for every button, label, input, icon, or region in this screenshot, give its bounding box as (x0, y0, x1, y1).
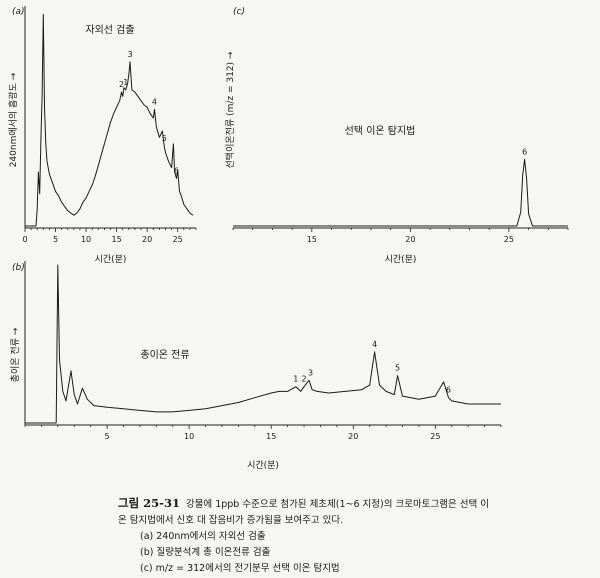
panel-a-title: 자외선 검출 (85, 24, 134, 36)
panel-b-letter: (b) (12, 263, 25, 273)
panel-c-series-line (233, 158, 568, 227)
panel-b-series-line (25, 264, 501, 424)
caption-item-c: (c) m/z = 312에서의 전기분무 선택 이온 탐지법 (140, 563, 340, 574)
panel-a-tick-label-10: 10 (81, 235, 91, 244)
panel-a-y-title: 240nm에서의 흡광도 → (7, 72, 19, 167)
panel-a-letter: (a) (12, 7, 25, 17)
panel-a-tick-label-0: 0 (22, 235, 27, 244)
panel-c-title: 선택 이온 탐지법 (345, 125, 416, 137)
caption-text-line-1: 강물에 1ppb 수준으로 첨가된 제초제(1~6 지정)의 크로마토그램은 선… (185, 499, 489, 510)
caption-text-line-2: 온 탐지법에서 신호 대 잡음비가 증가됨을 보여주고 있다. (118, 515, 344, 526)
panel-c-y-title: 선택이온전류 (m/z = 312) → (225, 51, 236, 168)
panel-b-peak-label-4: 4 (372, 340, 377, 349)
panel-c-tick-label-15: 15 (307, 235, 317, 244)
panel-a-peak-label-1: 1 (123, 78, 128, 87)
panel-b-peak-label-6: 6 (446, 386, 451, 395)
panel-b-title: 총이온 전류 (140, 349, 189, 361)
figure-caption: 그림 25-31 강물에 1ppb 수준으로 첨가된 제초제(1~6 지정)의 크… (118, 495, 594, 577)
panel-b-x-title: 시간(분) (247, 460, 279, 471)
panel-b-tick-label-25: 25 (430, 432, 440, 441)
panel-a-series-line (25, 13, 194, 227)
caption-item-b: (b) 질량분석계 총 이온전류 검출 (140, 547, 271, 558)
caption-head: 그림 25-31 강물에 1ppb 수준으로 첨가된 제초제(1~6 지정)의 크… (118, 495, 594, 513)
panel-c-tick-label-25: 25 (504, 235, 514, 244)
panel-a-peak-label-2: 2 (119, 80, 124, 89)
figure-number: 그림 25-31 (118, 496, 180, 510)
panel-a-peak-label-3: 3 (127, 50, 132, 59)
panel-b-y-title: 총이온 전류 → (10, 327, 21, 382)
panel-b-tick-label-10: 10 (184, 432, 194, 441)
panel-b-peak-label-3: 3 (308, 368, 313, 377)
panel-b-tick-label-15: 15 (266, 432, 276, 441)
panel-a-tick-label-15: 15 (112, 235, 122, 244)
panel-a-tick-label-5: 5 (53, 235, 58, 244)
panel-b-peak-label-2: 2 (301, 375, 306, 384)
caption-item-list: (a) 240nm에서의 자외선 검출 (b) 질량분석계 총 이온전류 검출 … (140, 529, 594, 577)
panel-c-x-title: 시간(분) (385, 254, 417, 265)
panel-b-tick-label-20: 20 (348, 432, 358, 441)
panel-a-peak-label-5: 5 (162, 134, 167, 143)
panel-a-peak-label-6: 6 (174, 166, 179, 175)
panel-c-peak-label-6: 6 (522, 147, 527, 156)
panel-a-x-title: 시간(분) (95, 254, 127, 265)
panel-c-letter: (c) (233, 7, 245, 17)
panel-c-tick-label-20: 20 (405, 235, 415, 244)
panel-b-tick-label-5: 5 (105, 432, 110, 441)
panel-a-peak-label-4: 4 (152, 97, 157, 106)
panel-b-peak-label-1: 1 (293, 375, 298, 384)
caption-item-a: (a) 240nm에서의 자외선 검출 (140, 531, 266, 542)
panel-a-tick-label-20: 20 (142, 235, 152, 244)
panel-a-tick-label-25: 25 (173, 235, 183, 244)
panel-b-peak-label-5: 5 (395, 364, 400, 373)
